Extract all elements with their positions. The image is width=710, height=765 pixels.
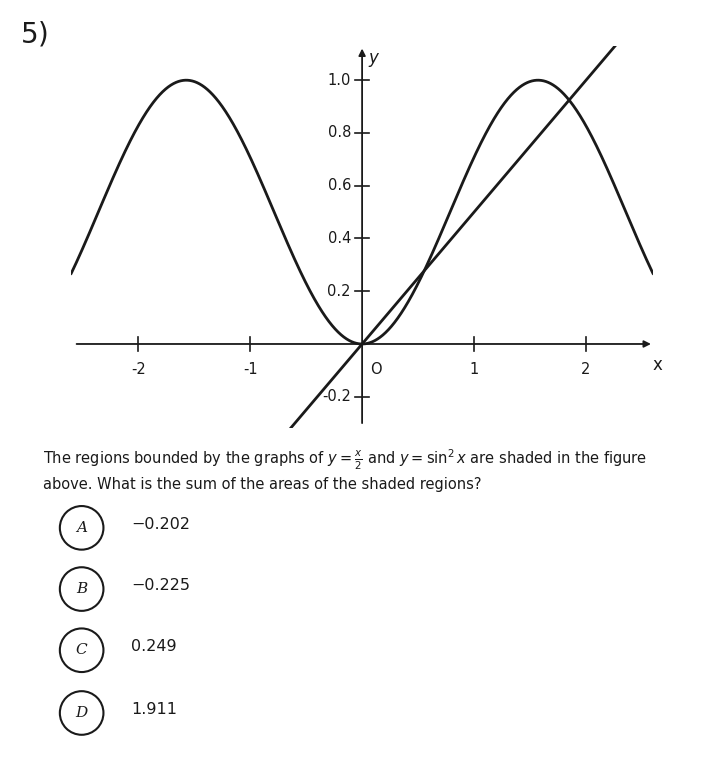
Text: B: B <box>76 582 87 596</box>
Text: $\mathit{5)}$: $\mathit{5)}$ <box>20 19 48 48</box>
Text: A: A <box>76 521 87 535</box>
Text: D: D <box>75 706 88 720</box>
Text: 0.249: 0.249 <box>131 639 177 654</box>
Text: 1: 1 <box>469 363 479 377</box>
Text: 0.4: 0.4 <box>327 231 351 246</box>
Text: -0.2: -0.2 <box>322 389 351 404</box>
Text: 1.911: 1.911 <box>131 702 178 717</box>
Text: -2: -2 <box>131 363 146 377</box>
Text: y: y <box>368 48 378 67</box>
Text: 1.0: 1.0 <box>327 73 351 88</box>
Text: 0.8: 0.8 <box>327 125 351 141</box>
Text: C: C <box>76 643 87 657</box>
Text: 0.2: 0.2 <box>327 284 351 298</box>
Text: −0.225: −0.225 <box>131 578 190 593</box>
Text: −0.202: −0.202 <box>131 516 190 532</box>
Text: O: O <box>370 363 381 377</box>
Text: 2: 2 <box>581 363 591 377</box>
Text: 0.6: 0.6 <box>327 178 351 194</box>
Text: The regions bounded by the graphs of $y = \frac{x}{2}$ and $y = \sin^2 x$ are sh: The regions bounded by the graphs of $y … <box>43 448 647 473</box>
Text: x: x <box>652 356 662 374</box>
Text: -1: -1 <box>243 363 258 377</box>
Text: above. What is the sum of the areas of the shaded regions?: above. What is the sum of the areas of t… <box>43 477 481 492</box>
